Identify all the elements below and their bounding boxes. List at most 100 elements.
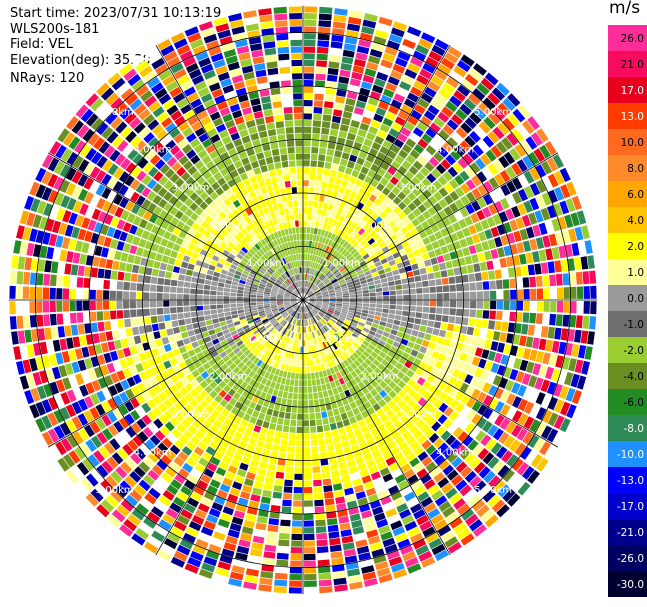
gate (353, 278, 360, 284)
gate (405, 154, 416, 165)
gate (403, 333, 411, 341)
gate (438, 209, 447, 220)
gate (251, 431, 260, 440)
gate (223, 304, 230, 308)
gate (270, 293, 277, 296)
gate (323, 297, 330, 299)
gate (81, 217, 91, 229)
gate (191, 276, 199, 283)
field-label: Field: VEL (10, 37, 73, 52)
gate (512, 396, 522, 409)
gate (525, 361, 535, 374)
gate (77, 413, 89, 426)
gate (488, 203, 498, 215)
gate (376, 408, 385, 417)
gate (346, 281, 354, 286)
gate (453, 379, 463, 390)
gate (388, 462, 399, 472)
gate (283, 329, 288, 336)
gate (246, 422, 255, 431)
gate (334, 251, 341, 259)
gate (322, 417, 329, 425)
gate (110, 489, 124, 503)
gate (77, 174, 89, 187)
gate (138, 325, 146, 334)
gate (336, 207, 344, 215)
gate (334, 393, 341, 402)
gate (473, 107, 487, 120)
gate (361, 116, 372, 125)
gate (209, 390, 218, 399)
gate (212, 338, 220, 345)
gate (317, 343, 322, 351)
gate (295, 366, 300, 373)
gate (303, 366, 307, 373)
gate (538, 222, 548, 235)
gate (328, 416, 336, 424)
gate (416, 407, 427, 418)
gate (241, 321, 248, 327)
gate (293, 500, 303, 507)
gate (304, 53, 315, 60)
gate (364, 270, 371, 276)
gate (386, 181, 395, 191)
gate (329, 48, 342, 56)
gate (343, 297, 350, 300)
gate (198, 425, 209, 435)
gate (311, 317, 315, 324)
gate (480, 219, 490, 230)
gate (269, 422, 277, 431)
gate (223, 433, 233, 443)
gate (247, 333, 255, 339)
gate (297, 333, 300, 340)
gate (312, 120, 322, 127)
gate (124, 401, 135, 412)
gate (363, 110, 374, 119)
gate (120, 461, 133, 474)
gate (396, 295, 403, 300)
gate (348, 387, 356, 395)
gate (256, 516, 268, 524)
gate (375, 29, 389, 39)
gate (68, 212, 78, 225)
gate (472, 499, 486, 512)
gate (187, 497, 199, 508)
gate (319, 311, 325, 316)
gate (409, 294, 417, 300)
gate (330, 257, 337, 264)
gate (200, 526, 214, 537)
gate (404, 346, 413, 354)
gate (253, 278, 261, 283)
gate (431, 543, 446, 556)
gate (176, 370, 185, 380)
gate (341, 194, 349, 203)
gate (589, 270, 597, 284)
gate (416, 352, 425, 360)
gate (474, 243, 484, 253)
gate (310, 426, 317, 433)
gate (77, 228, 87, 241)
gate (157, 402, 168, 413)
gate (349, 297, 356, 300)
gate (190, 550, 204, 562)
gate (348, 309, 355, 314)
gate (136, 309, 144, 317)
gate (334, 286, 341, 290)
gate (64, 224, 74, 237)
gate (251, 347, 259, 354)
gate (240, 419, 249, 428)
gate (367, 421, 376, 431)
gate (316, 385, 322, 392)
gate (158, 519, 172, 531)
gate (131, 385, 141, 396)
gate (428, 394, 438, 405)
gate (540, 379, 551, 393)
gate (351, 519, 363, 529)
gate (299, 373, 303, 380)
gate (364, 68, 377, 78)
gate (498, 155, 510, 169)
gate (407, 212, 416, 221)
gate (471, 413, 482, 425)
gate (277, 278, 283, 284)
gate (313, 113, 322, 121)
